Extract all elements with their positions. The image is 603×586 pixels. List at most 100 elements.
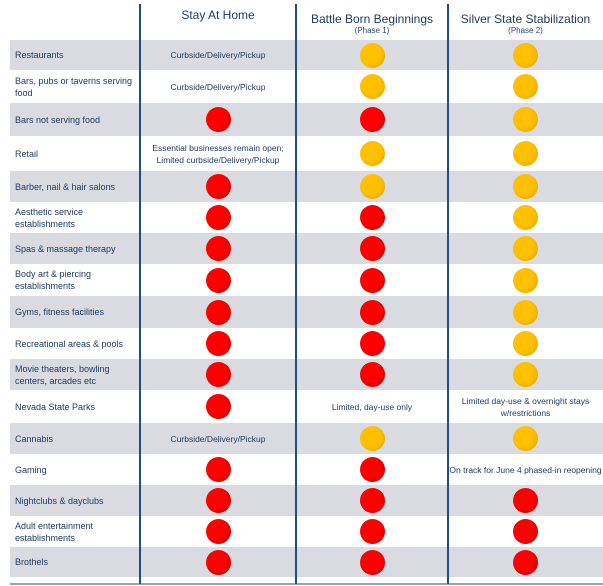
status-cell-c1 — [140, 547, 296, 577]
closed-status-dot — [513, 488, 538, 513]
closed-status-dot — [205, 107, 231, 132]
status-cell-c1 — [140, 296, 296, 328]
table-row: Gyms, fitness facilities — [10, 296, 603, 328]
row-label: Brothels — [15, 557, 49, 567]
status-cell-c1 — [140, 359, 296, 390]
row-label: Nightclubs & dayclubs — [15, 495, 104, 506]
table-row: Nevada State Parks Limited, day-use only L… — [10, 390, 603, 423]
row-label: Retail — [15, 148, 39, 159]
closed-status-dot — [205, 549, 231, 575]
status-cell-c1 — [140, 454, 296, 485]
table-row: Spas & massage therapy — [10, 233, 603, 264]
row-label: Spas & massage therapy — [15, 243, 116, 254]
row-label: Adult entertainment establishments — [15, 520, 94, 543]
status-cell-c3: Limited day-use & overnight stays w/rest… — [448, 390, 603, 423]
closed-status-dot — [359, 457, 385, 482]
status-cell-c2 — [296, 454, 448, 485]
status-cell-c2 — [296, 40, 448, 70]
status-cell-c2 — [296, 516, 448, 547]
status-cell-c3: On track for June 4 phased-in reopening — [448, 454, 603, 485]
status-cell-c3 — [448, 516, 603, 547]
status-cell-c2 — [296, 328, 448, 359]
closed-status-dot — [205, 519, 231, 544]
status-cell-c2 — [296, 264, 448, 296]
row-label: Gyms, fitness facilities — [15, 307, 105, 317]
status-cell-c1: Curbside/Delivery/Pickup — [140, 423, 296, 454]
table-row: Bars, pubs or taverns serving food Curbsi… — [10, 70, 603, 103]
closed-status-dot — [205, 267, 231, 293]
column-divider — [447, 4, 449, 584]
status-cell-c2 — [296, 171, 448, 202]
open-status-dot — [359, 141, 385, 166]
column-header-phase-2: Silver State Stabilization (Phase 2) — [448, 12, 603, 36]
open-status-dot — [513, 174, 538, 199]
column-title: Battle Born Beginnings — [310, 12, 434, 26]
closed-status-dot — [359, 107, 385, 132]
row-label: Bars not serving food — [15, 114, 101, 125]
closed-status-dot — [359, 331, 385, 356]
closed-status-dot — [513, 549, 538, 575]
table-row: Movie theaters, bowling centers, arcades… — [10, 359, 603, 390]
open-status-dot — [513, 205, 538, 230]
status-text: Curbside/Delivery/Pickup — [170, 433, 266, 444]
closed-status-dot — [205, 457, 231, 482]
row-label: Gaming — [15, 464, 47, 475]
row-label: Cannabis — [15, 433, 54, 444]
column-divider — [139, 4, 141, 584]
table-row: Brothels — [10, 547, 603, 577]
status-cell-c3 — [448, 171, 603, 202]
column-divider — [295, 4, 297, 584]
status-cell-c3 — [448, 70, 603, 103]
status-cell-c1 — [140, 233, 296, 264]
status-cell-c3 — [448, 296, 603, 328]
column-header-stay-at-home: Stay At Home — [140, 8, 296, 22]
closed-status-dot — [359, 236, 385, 261]
table-header: Stay At Home Battle Born Beginnings (Pha… — [10, 0, 603, 38]
status-text: On track for June 4 phased-in reopening — [449, 464, 602, 475]
table-row: Nightclubs & dayclubs — [10, 485, 603, 516]
status-cell-c3 — [448, 547, 603, 577]
closed-status-dot — [205, 488, 231, 513]
open-status-dot — [513, 299, 538, 325]
table-row: Recreational areas & pools — [10, 328, 603, 359]
status-cell-c2: Limited, day-use only — [296, 390, 448, 423]
status-cell-c2 — [296, 202, 448, 233]
open-status-dot — [513, 267, 538, 293]
status-cell-c2 — [296, 70, 448, 103]
closed-status-dot — [205, 394, 231, 419]
column-subtitle: (Phase 1) — [354, 26, 390, 35]
status-cell-c1 — [140, 202, 296, 233]
row-label: Bars, pubs or taverns serving food — [15, 75, 133, 98]
table-row: Body art & piercing establishments — [10, 264, 603, 296]
table-row: Cannabis Curbside/Delivery/Pickup — [10, 423, 603, 454]
table-row: Adult entertainment establishments — [10, 516, 603, 547]
status-cell-c3 — [448, 359, 603, 390]
closed-status-dot — [205, 331, 231, 356]
row-label: Recreational areas & pools — [15, 338, 124, 349]
open-status-dot — [359, 74, 385, 99]
table-row: Retail Essential businesses remain open; … — [10, 136, 603, 171]
open-status-dot — [359, 426, 385, 451]
status-cell-c3 — [448, 423, 603, 454]
status-cell-c2 — [296, 136, 448, 171]
status-cell-c1 — [140, 516, 296, 547]
status-cell-c3 — [448, 264, 603, 296]
table-row: Bars not serving food — [10, 103, 603, 136]
status-cell-c3 — [448, 136, 603, 171]
open-status-dot — [513, 331, 538, 356]
status-cell-c1 — [140, 485, 296, 516]
closed-status-dot — [359, 362, 385, 387]
row-label: Body art & piercing establishments — [15, 269, 92, 291]
table-row: Aesthetic service establishments — [10, 202, 603, 233]
status-cell-c3 — [448, 485, 603, 516]
status-cell-c2 — [296, 547, 448, 577]
status-cell-c1 — [140, 328, 296, 359]
closed-status-dot — [359, 488, 385, 513]
status-cell-c1 — [140, 390, 296, 423]
column-title: Stay At Home — [181, 8, 255, 22]
column-subtitle: (Phase 2) — [508, 26, 543, 35]
column-title: Silver State Stabilization — [460, 12, 591, 26]
status-text: Limited, day-use only — [331, 401, 413, 412]
table-row: Barber, nail & hair salons — [10, 171, 603, 202]
closed-status-dot — [205, 236, 231, 261]
